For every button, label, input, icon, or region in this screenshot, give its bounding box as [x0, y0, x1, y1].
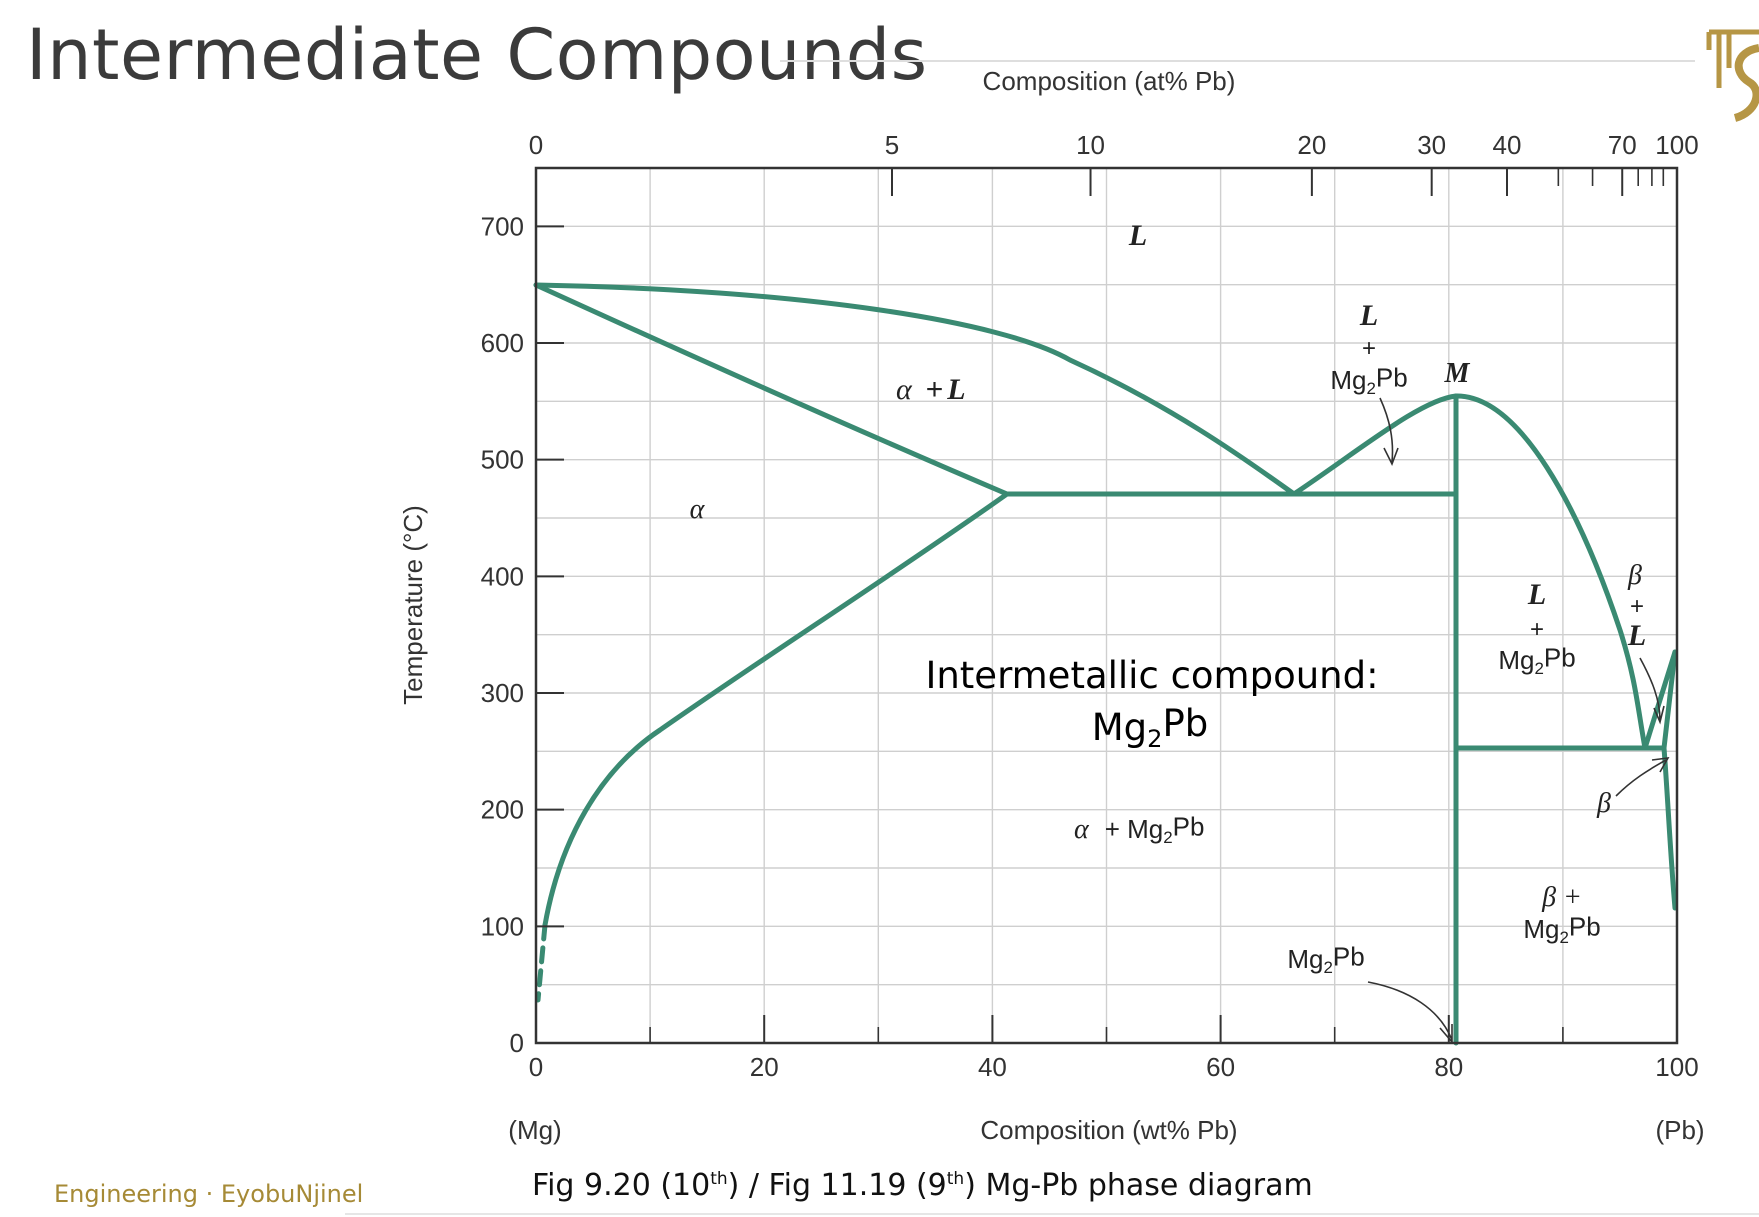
phase-label-upper-compound: Mg2Pb — [1330, 362, 1407, 398]
figure-caption: Fig 9.20 (10th) / Fig 11.19 (9th) Mg-Pb … — [532, 1168, 1313, 1203]
solvus-beta-curve — [1661, 745, 1678, 911]
top-tick-label: 20 — [1297, 130, 1326, 160]
annotation-line-1: Intermetallic compound: — [925, 654, 1378, 697]
top-tick-label: 0 — [529, 130, 543, 160]
x-tick-label: 80 — [1434, 1052, 1463, 1082]
title-divider — [780, 60, 1695, 62]
y-tick-label: 100 — [481, 911, 524, 941]
top-tick-label: 30 — [1417, 130, 1446, 160]
logo-icon — [1706, 29, 1759, 122]
y-tick-label: 400 — [481, 561, 524, 591]
x-axis: 0 20 40 60 80 100 — [529, 1015, 1699, 1082]
y-tick-label: 600 — [481, 328, 524, 358]
caption-part-2: ) / Fig 11.19 (9 — [727, 1168, 947, 1203]
liquidus-pb-curve — [1642, 649, 1678, 751]
top-tick-label: 5 — [885, 130, 899, 160]
solidus-beta-curve — [1661, 649, 1678, 751]
caption-sup-2: th — [946, 1169, 965, 1189]
top-axis-label: Composition (at% Pb) — [983, 66, 1236, 96]
y-tick-label: 300 — [481, 678, 524, 708]
grid-lines — [536, 168, 1677, 1043]
x-tick-label: 0 — [529, 1052, 543, 1082]
phase-label-compound-line: Mg2Pb — [1287, 941, 1364, 977]
annotation-line-2: Mg2Pb — [1092, 702, 1209, 753]
upper-compound-arrow — [1379, 397, 1399, 466]
phase-label-alpha-plus-compound: α + Mg2Pb — [1074, 811, 1204, 847]
phase-label-beta-top: β — [1627, 560, 1642, 591]
x-tick-label: 20 — [750, 1052, 779, 1082]
bottom-divider — [345, 1213, 1759, 1215]
x-tick-label: 60 — [1206, 1052, 1235, 1082]
top-tick-label: 70 — [1608, 130, 1637, 160]
footer-text: Engineering · EyobuNjinel — [54, 1180, 364, 1208]
beta-arrow — [1615, 757, 1670, 797]
phase-label-beta-plus-compound-b: β + — [1541, 882, 1582, 913]
phase-label-beta-plus: + — [1630, 593, 1644, 620]
x-left-end-label: (Mg) — [508, 1115, 561, 1145]
phase-label-beta-l: L — [1627, 619, 1646, 652]
top-tick-label: 100 — [1655, 130, 1698, 160]
phase-label-m-point: M — [1444, 358, 1471, 389]
x-tick-label: 40 — [978, 1052, 1007, 1082]
y-axis: 0 100 200 300 400 500 600 700 — [481, 211, 564, 1058]
caption-part-1: Fig 9.20 (10 — [532, 1168, 711, 1203]
phase-label-beta-plus-compound-c: Mg2Pb — [1523, 911, 1600, 947]
x-tick-label: 100 — [1655, 1052, 1698, 1082]
solvus-alpha-curve — [542, 491, 1010, 928]
y-tick-label: 500 — [481, 445, 524, 475]
phase-label-upper-l: L — [1359, 299, 1378, 332]
x-right-end-label: (Pb) — [1655, 1115, 1704, 1145]
slide-title: Intermediate Compounds — [26, 14, 928, 96]
y-axis-label: Temperature (°C) — [398, 505, 428, 705]
top-tick-label: 40 — [1493, 130, 1522, 160]
phase-label-liquid: L — [1128, 219, 1147, 252]
phase-label-right-l: L — [1527, 578, 1546, 611]
phase-label-upper-plus: + — [1362, 335, 1376, 362]
phase-label-beta: β — [1596, 788, 1611, 819]
solvus-alpha-dashed-curve — [535, 922, 548, 1003]
top-tick-label: 10 — [1076, 130, 1105, 160]
y-tick-label: 0 — [510, 1028, 524, 1058]
caption-sup-1: th — [710, 1169, 728, 1189]
phase-label-alpha: α — [690, 494, 706, 525]
x-axis-label: Composition (wt% Pb) — [980, 1115, 1237, 1145]
y-tick-label: 200 — [481, 795, 524, 825]
caption-part-3: ) Mg-Pb phase diagram — [964, 1168, 1313, 1203]
beta-l-arrow — [1639, 657, 1665, 725]
phase-label-right-plus: + — [1530, 616, 1544, 643]
phase-boundaries — [533, 282, 1678, 1046]
liquidus-mg2pb-left-curve — [1291, 393, 1459, 497]
liquidus-mg2pb-right-curve — [1453, 393, 1648, 751]
phase-label-alpha-plus-l: α + L — [896, 373, 966, 406]
compound-line-arrow — [1367, 981, 1453, 1045]
top-axis: 0 5 10 20 30 40 70 100 — [529, 130, 1699, 196]
y-tick-label: 700 — [481, 211, 524, 241]
phase-label-right-compound: Mg2Pb — [1498, 642, 1575, 678]
liquidus-left-curve — [533, 282, 1297, 497]
solidus-alpha-curve — [533, 282, 1010, 497]
